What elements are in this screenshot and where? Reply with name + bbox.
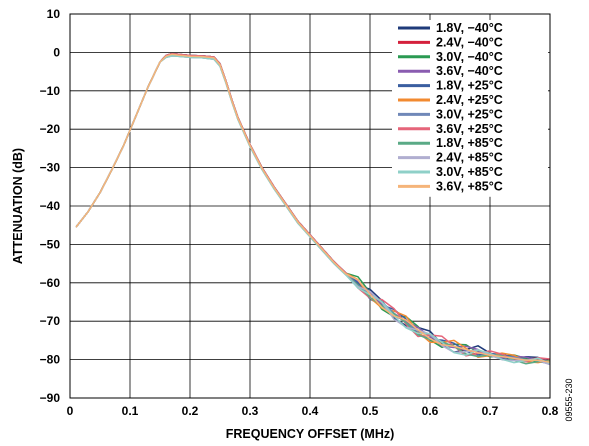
x-tick-label: 0.6 (422, 404, 439, 418)
y-tick-label: −60 (40, 276, 61, 290)
x-axis-label: FREQUENCY OFFSET (MHz) (226, 427, 395, 441)
legend-label: 3.0V, +25°C (436, 107, 503, 121)
y-axis-label: ATTENUATION (dB) (11, 148, 25, 264)
legend-label: 1.8V, +85°C (436, 136, 503, 150)
legend-label: 3.0V, +85°C (436, 165, 503, 179)
x-tick-label: 0.8 (542, 404, 559, 418)
series-group (75, 52, 551, 366)
legend-label: 3.6V, +25°C (436, 122, 503, 136)
legend-label: 1.8V, +25°C (436, 79, 503, 93)
x-tick-labels: 0 0.1 0.2 0.3 0.4 0.5 0.6 0.7 0.8 (67, 404, 559, 418)
legend-label: 3.6V, +85°C (436, 179, 503, 193)
legend: 1.8V, −40°C2.4V, −40°C3.0V, −40°C3.6V, −… (392, 20, 548, 197)
x-tick-label: 0.1 (122, 404, 139, 418)
x-tick-label: 0 (67, 404, 74, 418)
y-tick-label: −50 (40, 237, 61, 251)
legend-label: 3.0V, −40°C (436, 50, 503, 64)
x-tick-label: 0.7 (482, 404, 499, 418)
y-tick-label: −20 (40, 122, 61, 136)
y-tick-label: −70 (40, 314, 61, 328)
y-tick-label: 0 (53, 45, 60, 59)
legend-label: 3.6V, −40°C (436, 64, 503, 78)
y-tick-label: −80 (40, 353, 61, 367)
y-tick-label: −10 (40, 84, 61, 98)
y-tick-label: −40 (40, 199, 61, 213)
legend-label: 2.4V, +85°C (436, 151, 503, 165)
legend-label: 1.8V, −40°C (436, 21, 503, 35)
x-tick-label: 0.4 (302, 404, 319, 418)
y-tick-label: 10 (47, 7, 61, 21)
legend-box (392, 20, 548, 197)
figure-id: 09555-230 (564, 378, 574, 421)
y-tick-label: −30 (40, 161, 61, 175)
legend-label: 2.4V, +25°C (436, 93, 503, 107)
series-line (75, 53, 551, 363)
x-tick-label: 0.3 (242, 404, 259, 418)
y-tick-label: −90 (40, 391, 61, 405)
plot-frame (69, 13, 551, 399)
y-tick-labels: 10 0 −10 −20 −30 −40 −50 −60 −70 −80 −90 (40, 7, 61, 405)
x-tick-label: 0.2 (182, 404, 199, 418)
legend-label: 2.4V, −40°C (436, 35, 503, 49)
x-tick-label: 0.5 (362, 404, 379, 418)
